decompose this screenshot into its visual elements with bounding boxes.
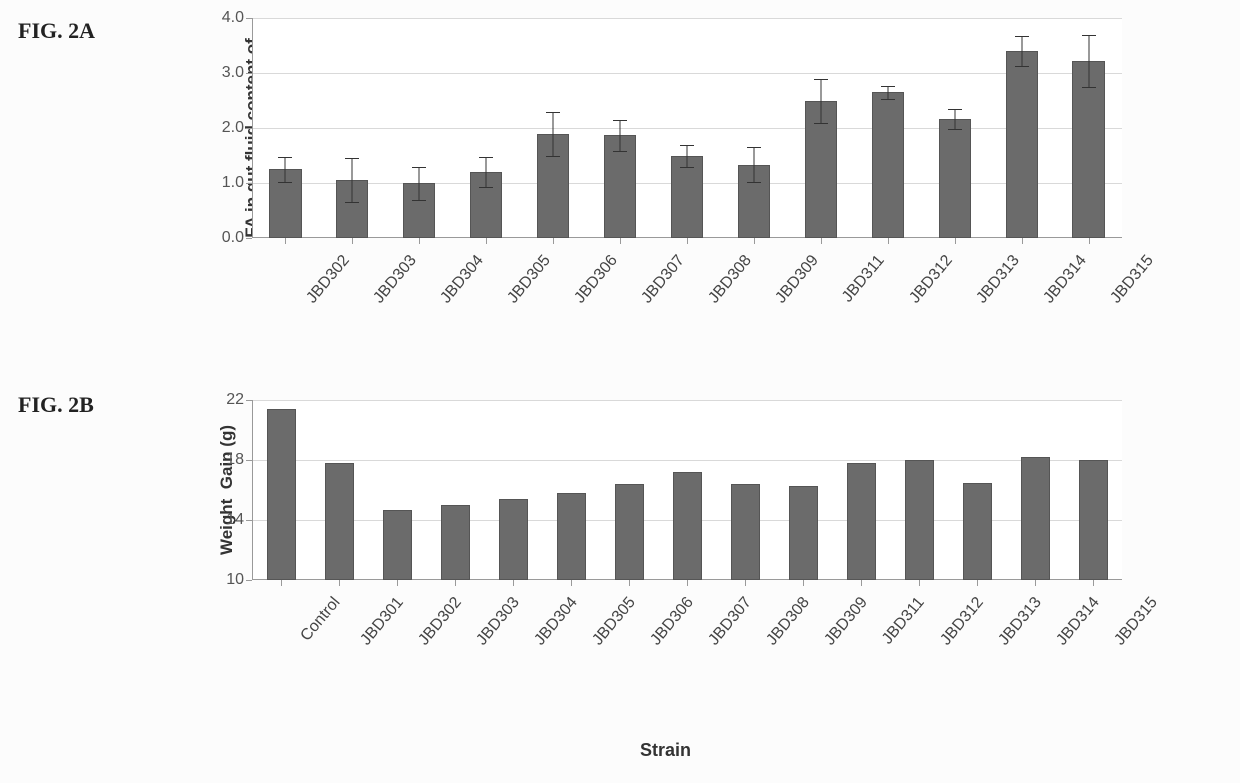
chart-2b-ylabel: Weight Gain (g) [217, 425, 237, 555]
chart-2b-xtick-mark [513, 580, 514, 586]
chart-2b-xtick-mark [861, 580, 862, 586]
chart-2b: Weight Gain (g) 10141822ControlJBD301JBD… [0, 0, 1240, 783]
chart-2b-xtick-mark [977, 580, 978, 586]
chart-2b-xtick-mark [1093, 580, 1094, 586]
x-axis-title: Strain [640, 740, 691, 761]
chart-2b-ytick-label: 22 [204, 391, 244, 409]
chart-2b-xtick-mark [339, 580, 340, 586]
chart-2b-xtick-label: JBD311 [879, 594, 929, 648]
chart-2b-plot-area: 10141822ControlJBD301JBD302JBD303JBD304J… [252, 400, 1122, 580]
chart-2b-bar [905, 460, 934, 580]
chart-2b-bar [789, 486, 818, 581]
chart-2b-xtick-label: JBD308 [763, 594, 813, 649]
chart-2b-xtick-label: JBD302 [415, 594, 465, 649]
chart-2b-xtick-label: JBD303 [473, 594, 523, 649]
chart-2b-gridline [252, 460, 1122, 461]
chart-2b-xtick-mark [629, 580, 630, 586]
chart-2b-bar [673, 472, 702, 580]
chart-2b-bar [615, 484, 644, 580]
chart-2b-xtick-mark [803, 580, 804, 586]
chart-2b-bar [963, 483, 992, 581]
chart-2b-bar [441, 505, 470, 580]
chart-2b-bar [267, 409, 296, 580]
chart-2b-xtick-mark [455, 580, 456, 586]
chart-2b-xtick-mark [281, 580, 282, 586]
chart-2b-bar [1021, 457, 1050, 580]
chart-2b-bar [557, 493, 586, 580]
chart-2b-xtick-label: JBD312 [937, 594, 987, 649]
chart-2b-xtick-label: JBD305 [589, 594, 639, 649]
chart-2b-ytick-mark [246, 580, 252, 581]
chart-2b-xtick-mark [571, 580, 572, 586]
chart-2b-xtick-label: JBD306 [647, 594, 697, 649]
chart-2b-xtick-mark [687, 580, 688, 586]
chart-2b-xtick-label: JBD314 [1053, 594, 1103, 649]
chart-2b-xtick-label: JBD307 [705, 594, 755, 649]
chart-2b-yaxis-line [252, 400, 253, 580]
chart-2b-ytick-label: 10 [204, 571, 244, 589]
chart-2b-gridline [252, 400, 1122, 401]
chart-2b-ytick-label: 18 [204, 451, 244, 469]
chart-2b-xtick-mark [397, 580, 398, 586]
chart-2b-xtick-label: JBD304 [531, 594, 581, 649]
chart-2b-xtick-label: JBD309 [821, 594, 871, 649]
chart-2b-bar [325, 463, 354, 580]
page-root: FIG. 2A FA in gut fluid content of small… [0, 0, 1240, 783]
chart-2b-xtick-label: JBD301 [357, 594, 407, 649]
chart-2b-bar [383, 510, 412, 581]
chart-2b-xtick-mark [919, 580, 920, 586]
chart-2b-ytick-label: 14 [204, 511, 244, 529]
chart-2b-bar [499, 499, 528, 580]
chart-2b-xtick-label: Control [297, 594, 344, 645]
chart-2b-bar [847, 463, 876, 580]
chart-2b-xtick-mark [1035, 580, 1036, 586]
chart-2b-xtick-label: JBD315 [1111, 594, 1161, 649]
chart-2b-xtick-label: JBD313 [995, 594, 1045, 649]
chart-2b-bar [1079, 460, 1108, 580]
chart-2b-bar [731, 484, 760, 580]
chart-2b-xtick-mark [745, 580, 746, 586]
